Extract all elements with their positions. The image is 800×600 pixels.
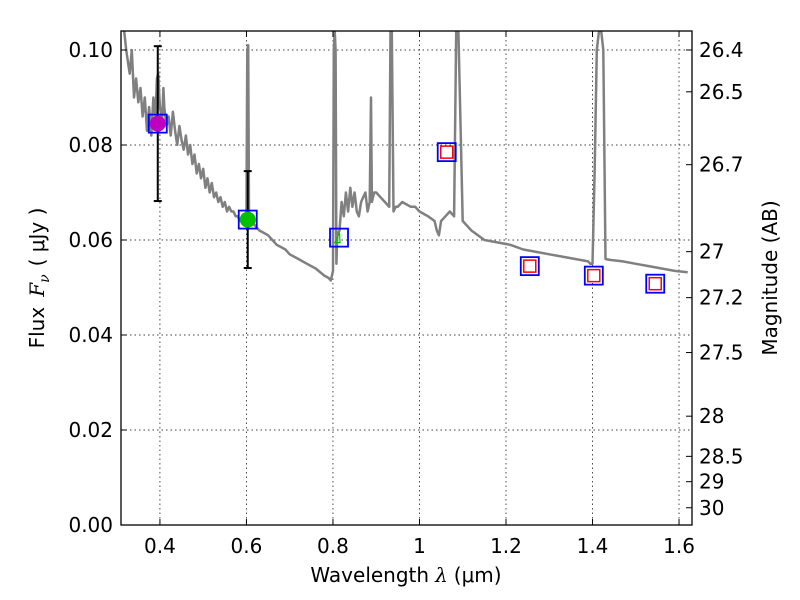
upper-limit-square (587, 268, 601, 283)
y2-tick-label: 28.5 (699, 444, 744, 468)
model-photometry-square (645, 273, 666, 294)
y-tick-label: 0.04 (68, 323, 113, 347)
plot-frame (120, 30, 693, 526)
x-axis-label: Wavelength λ (μm) (310, 563, 501, 587)
axis-ticks: 0.4 0.6 0.8 1 1.2 1.4 1.6 0.00 0.02 0.04 0.06 0.08 0… (68, 31, 744, 558)
model-photometry-square (519, 256, 540, 277)
model-photometry-square (329, 227, 349, 248)
model-photometry-square (147, 113, 168, 134)
plot-contents (122, 31, 688, 282)
y2-tick-label: 26.5 (699, 80, 744, 104)
x-tick-label: 0.6 (231, 534, 263, 558)
y2-tick-label: 27 (699, 240, 724, 264)
y2-tick-label: 27.5 (699, 341, 744, 365)
y-tick-label: 0.10 (68, 38, 113, 62)
observed-flux-point (149, 115, 166, 132)
x-tick-label: 0.8 (317, 534, 349, 558)
x-tick-label: 1.4 (577, 534, 609, 558)
y-tick-label: 0.06 (68, 228, 113, 252)
y2-tick-label: 27.2 (699, 286, 744, 310)
x-tick-label: 0.4 (144, 534, 176, 558)
y-tick-label: 0.02 (68, 418, 113, 442)
y-tick-label: 0.08 (68, 133, 113, 157)
upper-limit-square (523, 259, 537, 273)
y2-tick-label: 26.4 (699, 38, 744, 62)
x-tick-label: 1 (413, 534, 426, 558)
y-axis-label: FluxFν( μJy ) (25, 208, 53, 349)
y2-tick-label: 30 (699, 496, 724, 520)
model-photometry-square (436, 142, 457, 163)
sed-model-line (122, 31, 688, 282)
upper-limit-square (439, 145, 454, 159)
y2-tick-label: 28 (699, 404, 724, 428)
filter-marker (334, 232, 341, 244)
model-photometry-square (583, 265, 604, 286)
y2-tick-label: 26.7 (699, 153, 744, 177)
y2-axis-label: Magnitude (AB) (758, 200, 782, 355)
upper-limit-square (648, 276, 662, 291)
y-tick-label: 0.00 (68, 513, 113, 537)
model-photometry-square (237, 209, 258, 230)
x-tick-label: 1.6 (663, 534, 695, 558)
observed-flux-point (239, 211, 256, 228)
plot-area (122, 31, 688, 294)
y2-tick-label: 29 (699, 470, 724, 494)
x-tick-label: 1.2 (490, 534, 522, 558)
